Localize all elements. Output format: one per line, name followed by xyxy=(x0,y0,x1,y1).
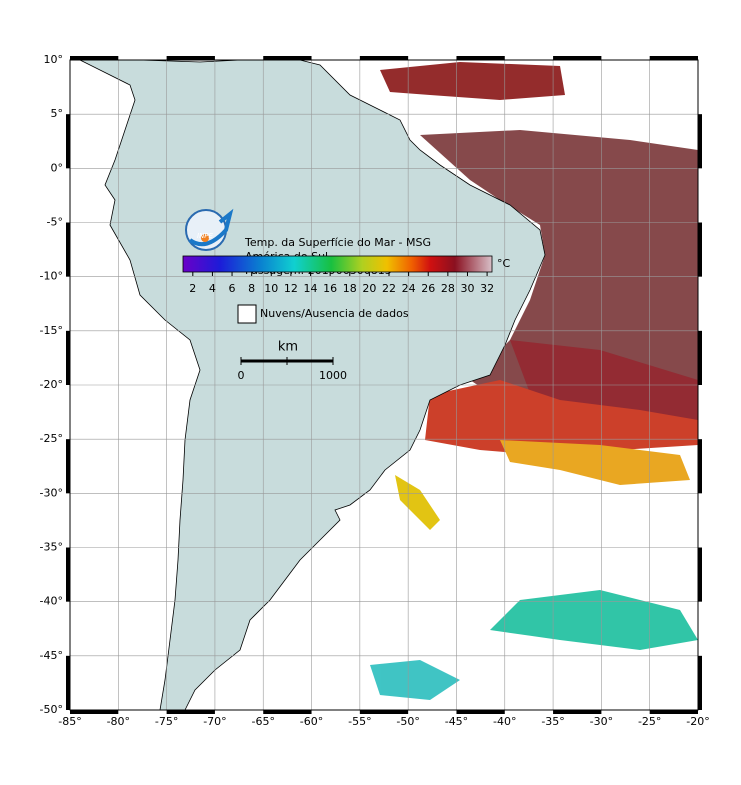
colorbar-tick-label: 22 xyxy=(382,282,396,295)
frame-segment xyxy=(166,56,215,60)
scale-start: 0 xyxy=(238,369,245,382)
lat-label: -40° xyxy=(40,595,63,608)
frame-segment xyxy=(70,56,119,60)
frame-segment xyxy=(456,710,505,714)
lon-label: -55° xyxy=(348,715,371,728)
colorbar xyxy=(182,255,493,273)
legend-swatch xyxy=(237,304,257,324)
scale-unit: km xyxy=(278,340,298,355)
frame-segment xyxy=(553,710,602,714)
colorbar-tick-label: 26 xyxy=(421,282,435,295)
frame-segment xyxy=(698,222,702,277)
frame-segment xyxy=(70,710,119,714)
lat-label: -5° xyxy=(47,216,63,229)
lon-label: -40° xyxy=(493,715,516,728)
lat-label: -45° xyxy=(40,649,63,662)
lon-label: -85° xyxy=(58,715,81,728)
frame-segment xyxy=(649,56,698,60)
frame-border xyxy=(69,59,699,711)
lon-label: -70° xyxy=(203,715,226,728)
lon-label: -45° xyxy=(445,715,468,728)
legend-label: Nuvens/Ausencia de dados xyxy=(260,307,409,320)
frame-segment xyxy=(359,56,409,60)
lon-label: -35° xyxy=(541,715,564,728)
lon-label: -25° xyxy=(638,715,661,728)
frame-segment xyxy=(66,330,70,385)
colorbar-tick-label: 4 xyxy=(209,282,216,295)
lat-label: -50° xyxy=(40,703,63,716)
frame-segment xyxy=(553,56,602,60)
colorbar-tick-label: 18 xyxy=(343,282,357,295)
frame xyxy=(66,56,702,714)
lon-label: -20° xyxy=(686,715,709,728)
colorbar-tick-label: 16 xyxy=(323,282,337,295)
lat-label: -15° xyxy=(40,324,63,337)
frame-segment xyxy=(359,710,409,714)
frame-segment xyxy=(66,114,70,169)
axis-labels: -85° -80° -75° -70° -65° -60° -55° -50° -45° -40°… xyxy=(40,53,710,728)
lat-label: -25° xyxy=(40,432,63,445)
frame-segment xyxy=(698,439,702,494)
colorbar-tick-label: 10 xyxy=(264,282,278,295)
colorbar-ticks: 2 4 6 8 10 12 14 16 18 20 22 24 26 28 30 32 xyxy=(189,272,494,295)
lat-label: 5° xyxy=(51,107,64,120)
colorbar-tick-label: 30 xyxy=(460,282,474,295)
frame-segment xyxy=(698,330,702,385)
colorbar-tick-label: 8 xyxy=(248,282,255,295)
frame-segment xyxy=(166,710,215,714)
frame-segment xyxy=(66,222,70,277)
frame-segment xyxy=(649,710,698,714)
lon-label: -75° xyxy=(155,715,178,728)
title-line: Temp. da Superfície do Mar - MSG xyxy=(244,236,431,249)
lat-label: -35° xyxy=(40,541,63,554)
lon-label: -30° xyxy=(590,715,613,728)
frame-segment xyxy=(263,710,312,714)
lon-label: -60° xyxy=(300,715,323,728)
logo-text: INPE xyxy=(197,232,214,240)
colorbar-tick-label: 32 xyxy=(480,282,494,295)
lon-label: -50° xyxy=(396,715,419,728)
frame-segment xyxy=(698,547,702,602)
logo: INPE xyxy=(185,208,234,251)
frame-segment xyxy=(698,114,702,169)
frame-segment xyxy=(66,439,70,494)
lat-label: 10° xyxy=(44,53,64,66)
colorbar-tick-label: 2 xyxy=(189,282,196,295)
colorbar-tick-label: 28 xyxy=(441,282,455,295)
lat-label: -20° xyxy=(40,378,63,391)
frame-segment xyxy=(263,56,312,60)
lat-label: -10° xyxy=(40,270,63,283)
colorbar-unit: °C xyxy=(497,257,511,270)
colorbar-tick-label: 20 xyxy=(362,282,376,295)
colorbar-tick-label: 14 xyxy=(304,282,318,295)
lat-label: -30° xyxy=(40,486,63,499)
colorbar-tick-label: 12 xyxy=(284,282,298,295)
frame-segment xyxy=(698,655,702,710)
lat-label: 0° xyxy=(51,161,64,174)
colorbar-tick-label: 24 xyxy=(402,282,416,295)
scale-bar: km 0 1000 xyxy=(238,340,348,383)
frame-segment xyxy=(66,547,70,602)
lon-label: -65° xyxy=(251,715,274,728)
frame-segment xyxy=(456,56,505,60)
frame-segment xyxy=(66,655,70,710)
lon-label: -80° xyxy=(107,715,130,728)
scale-end: 1000 xyxy=(319,369,347,382)
colorbar-tick-label: 6 xyxy=(229,282,236,295)
